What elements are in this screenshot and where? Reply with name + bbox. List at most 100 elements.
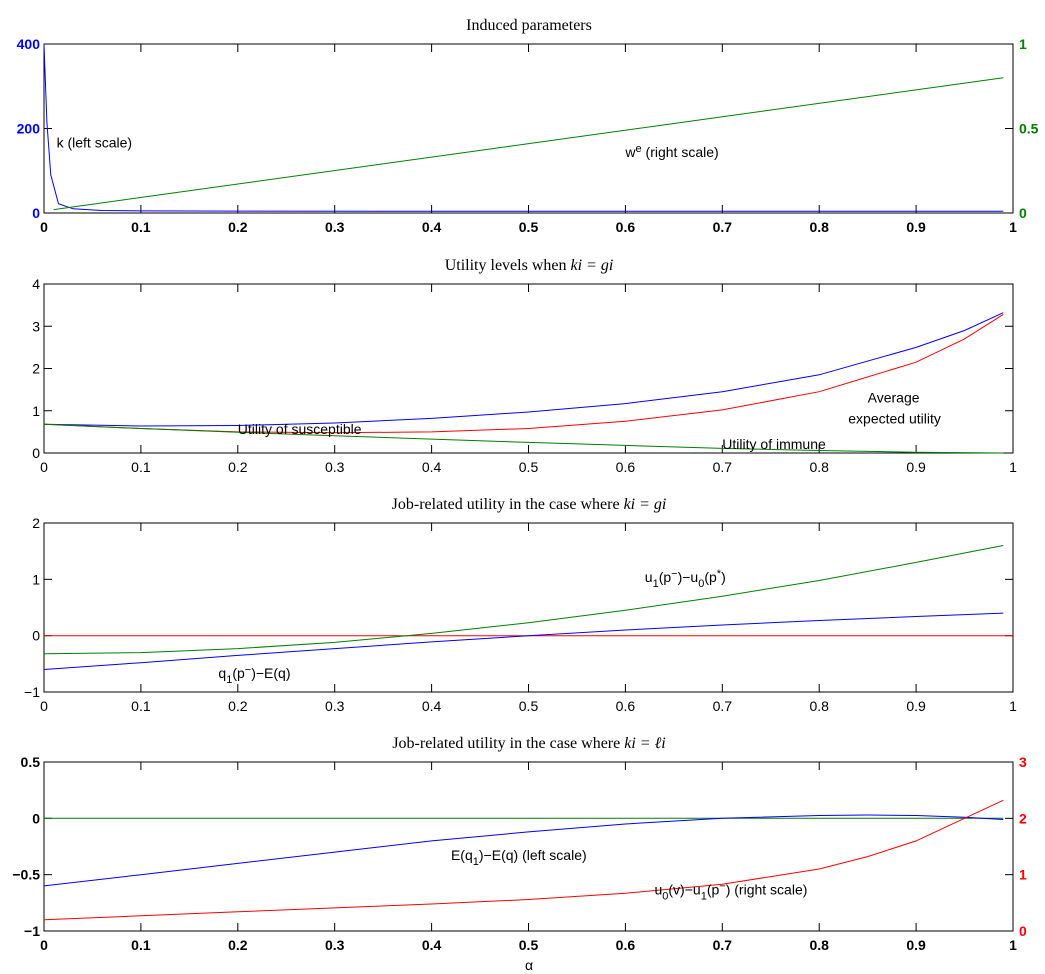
annotation-part: u [654, 881, 662, 897]
x-tick-label: 0.6 [616, 937, 636, 953]
x-tick-label: 0.1 [131, 698, 151, 714]
y-right-tick-label: 1 [1019, 36, 1027, 52]
annotation-part: E(q [451, 847, 473, 863]
panel-job-utility-g: Job-related utility in the case where ki… [24, 496, 1017, 714]
x-tick-label: 0.9 [906, 698, 926, 714]
y-left-tick-label: 3 [32, 318, 40, 334]
x-tick-label: 0.7 [713, 698, 733, 714]
x-tick-label: 0.9 [906, 219, 926, 235]
x-tick-label: 0.2 [228, 459, 248, 475]
y-right-tick-label: 2 [1019, 810, 1027, 826]
series-line-1 [43, 312, 1004, 427]
annotation-part: u [645, 569, 653, 585]
annotation: q1(p−)−E(q) [218, 664, 290, 686]
x-tick-label: 0.4 [422, 219, 442, 235]
y-left-tick-label: 200 [17, 121, 41, 137]
y-right-tick-label: 3 [1019, 754, 1027, 770]
panel-3-title-math: ki = gi [624, 496, 667, 513]
y-right-tick-label: 1 [1019, 867, 1027, 883]
panel-4-title-math: ki = ℓi [624, 735, 665, 752]
annotation-part: (right scale) [642, 144, 719, 160]
annotation-part: ) [721, 569, 726, 585]
x-tick-label: 0.3 [325, 219, 345, 235]
annotation-part: * [717, 568, 722, 580]
x-tick-label: 0.3 [325, 459, 345, 475]
x-tick-label: 0.1 [131, 459, 151, 475]
y-right-tick-label: 0 [1019, 923, 1027, 939]
x-tick-label: 0.2 [228, 219, 248, 235]
annotation-part: 0 [698, 578, 704, 590]
x-tick-label: 0.4 [422, 459, 442, 475]
series-line-3 [43, 423, 1004, 454]
annotation-part: (v)−u [668, 881, 700, 897]
series-line-3 [43, 799, 1004, 921]
x-tick-label: 0.1 [131, 937, 151, 953]
annotation-part: ) (right scale) [726, 881, 808, 897]
annotation-part: − [671, 568, 677, 580]
x-tick-label: 0.4 [422, 937, 442, 953]
annotation: we (right scale) [624, 143, 718, 160]
series-line-2 [43, 612, 1004, 670]
x-tick-label: 0.8 [809, 459, 829, 475]
x-tick-label: 0.8 [809, 937, 829, 953]
annotation-part: e [636, 143, 642, 155]
annotation-part: 1 [653, 578, 659, 590]
y-right-tick-label: 0 [1019, 205, 1027, 221]
panel-utility-levels: Utility levels when ki = gi 0 0.1 0.2 0.3 0.… [32, 257, 1017, 475]
annotation-part: )−u [678, 569, 699, 585]
annotation-part: (p [232, 665, 245, 681]
panel-4-title-prefix: Job-related utility in the case where [392, 735, 624, 752]
x-tick-label: 0.6 [616, 698, 636, 714]
annotation-part: 0 [662, 890, 668, 902]
panel-induced-parameters: Induced parameters 0 0.1 0.2 0.3 0.4 0.5 0.6 0.… [17, 17, 1039, 235]
annotation-part: 1 [226, 674, 232, 686]
panel-4-title: Job-related utility in the case where ki… [392, 735, 665, 752]
x-tick-label: 0.6 [616, 459, 636, 475]
y-left-tick-label: −1 [24, 923, 40, 939]
panel-3-title-prefix: Job-related utility in the case where [392, 496, 624, 513]
x-tick-label: 0.1 [131, 219, 151, 235]
x-tick-label: 0.2 [228, 937, 248, 953]
x-tick-label: 0.8 [809, 698, 829, 714]
x-tick-label: 0 [40, 698, 48, 714]
y-left-tick-label: 1 [32, 403, 40, 419]
y-left-tick-label: 0 [32, 445, 40, 461]
annotation: expected utility [848, 410, 941, 426]
x-tick-label: 0.5 [519, 219, 539, 235]
x-tick-label: 0.5 [519, 459, 539, 475]
annotation-part: 1 [701, 890, 707, 902]
y-right-tick-label: 0.5 [1019, 121, 1039, 137]
x-tick-label: 0 [40, 219, 48, 235]
x-tick-label: 1 [1009, 937, 1017, 953]
y-left-tick-label: 0 [32, 205, 40, 221]
series-line-1 [43, 43, 1004, 212]
x-tick-label: 0.2 [228, 698, 248, 714]
x-tick-label: 0.9 [906, 937, 926, 953]
axes-box [43, 43, 1014, 214]
annotation: E(q1)−E(q) (left scale) [451, 847, 587, 868]
x-tick-label: 0.9 [906, 459, 926, 475]
x-tick-label: 0.3 [325, 698, 345, 714]
annotation: k (left scale) [57, 135, 132, 151]
series-line-3 [43, 545, 1004, 655]
x-tick-label: 1 [1009, 698, 1017, 714]
annotation: Utility of susceptible [238, 421, 362, 437]
y-left-tick-label: 400 [17, 36, 41, 52]
annotation-part: Utility of susceptible [238, 421, 362, 437]
x-tick-label: 0.8 [809, 219, 829, 235]
y-left-tick-label: −0.5 [12, 867, 40, 883]
annotation-part: Utility of immune [722, 436, 826, 452]
annotation: Average [868, 389, 920, 405]
annotation-part: − [719, 880, 725, 892]
y-left-tick-label: 1 [32, 571, 40, 587]
panel-2-title-math: ki = gi [570, 257, 613, 274]
annotation-part: )−E(q) [251, 665, 290, 681]
annotation-part: 1 [473, 856, 479, 868]
x-tick-label: 0.5 [519, 698, 539, 714]
x-tick-label: 0.7 [713, 459, 733, 475]
x-tick-label: 1 [1009, 459, 1017, 475]
series-line-2 [43, 814, 1004, 887]
series-line-2 [53, 77, 1004, 211]
x-axis-label: α [525, 957, 533, 973]
